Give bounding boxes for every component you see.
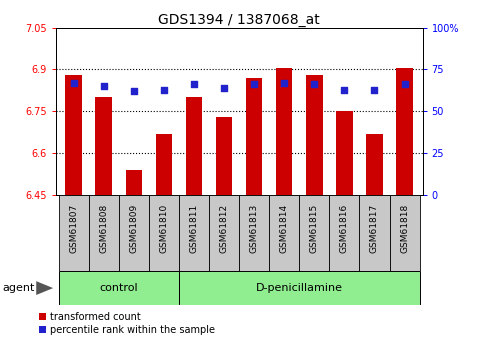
Bar bbox=[299, 195, 329, 271]
Bar bbox=[396, 68, 413, 195]
Legend: transformed count, percentile rank within the sample: transformed count, percentile rank withi… bbox=[39, 312, 215, 335]
Text: D-penicillamine: D-penicillamine bbox=[256, 283, 343, 293]
Point bbox=[311, 82, 318, 87]
Bar bbox=[179, 195, 209, 271]
Text: GSM61807: GSM61807 bbox=[69, 204, 78, 253]
Bar bbox=[246, 78, 262, 195]
Bar bbox=[216, 117, 232, 195]
Text: GSM61812: GSM61812 bbox=[220, 204, 228, 253]
Point bbox=[190, 82, 198, 87]
Bar bbox=[119, 195, 149, 271]
Bar bbox=[126, 170, 142, 195]
Bar bbox=[209, 195, 239, 271]
Point bbox=[220, 85, 228, 91]
Polygon shape bbox=[36, 281, 53, 295]
Text: GSM61817: GSM61817 bbox=[370, 204, 379, 253]
Point bbox=[70, 80, 77, 86]
Text: GSM61816: GSM61816 bbox=[340, 204, 349, 253]
Text: GSM61813: GSM61813 bbox=[250, 204, 258, 253]
Text: control: control bbox=[99, 283, 138, 293]
Text: GSM61808: GSM61808 bbox=[99, 204, 108, 253]
Bar bbox=[179, 271, 420, 305]
Bar bbox=[89, 195, 119, 271]
Point bbox=[100, 83, 108, 89]
Bar bbox=[336, 111, 353, 195]
Title: GDS1394 / 1387068_at: GDS1394 / 1387068_at bbox=[158, 12, 320, 27]
Point bbox=[250, 82, 258, 87]
Bar bbox=[96, 97, 112, 195]
Bar bbox=[389, 195, 420, 271]
Bar bbox=[58, 271, 179, 305]
Text: GSM61811: GSM61811 bbox=[189, 204, 199, 253]
Bar bbox=[156, 134, 172, 195]
Text: GSM61810: GSM61810 bbox=[159, 204, 169, 253]
Bar bbox=[149, 195, 179, 271]
Bar bbox=[269, 195, 299, 271]
Bar bbox=[239, 195, 269, 271]
Bar bbox=[366, 134, 383, 195]
Text: agent: agent bbox=[2, 283, 35, 293]
Bar bbox=[306, 75, 323, 195]
Point bbox=[370, 87, 378, 92]
Bar bbox=[276, 68, 293, 195]
Bar bbox=[58, 195, 89, 271]
Text: GSM61814: GSM61814 bbox=[280, 204, 289, 253]
Bar bbox=[329, 195, 359, 271]
Bar bbox=[359, 195, 389, 271]
Point bbox=[401, 82, 409, 87]
Point bbox=[160, 87, 168, 92]
Point bbox=[280, 80, 288, 86]
Text: GSM61815: GSM61815 bbox=[310, 204, 319, 253]
Point bbox=[130, 88, 138, 94]
Point bbox=[341, 87, 348, 92]
Bar bbox=[65, 75, 82, 195]
Text: GSM61809: GSM61809 bbox=[129, 204, 138, 253]
Bar bbox=[185, 97, 202, 195]
Text: GSM61818: GSM61818 bbox=[400, 204, 409, 253]
